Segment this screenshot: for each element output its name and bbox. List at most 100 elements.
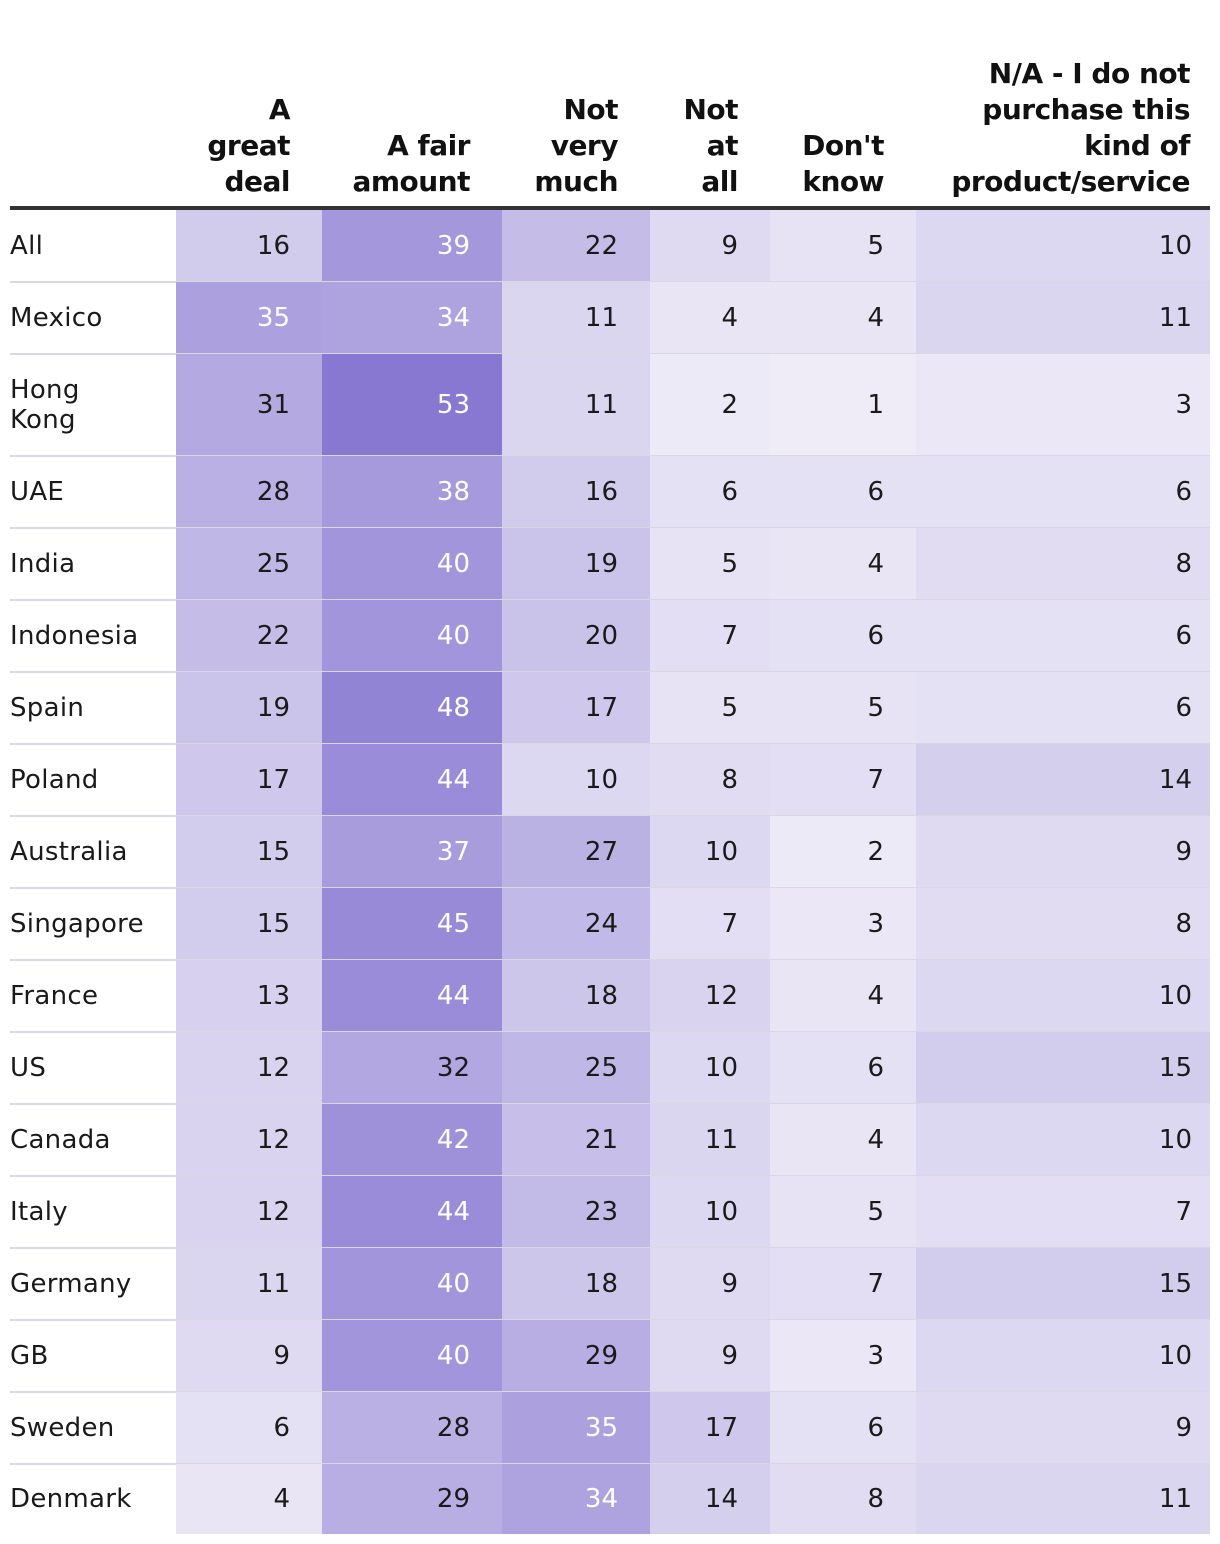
column-header-line: all [701,165,738,198]
cell-value: 15 [256,837,290,867]
heatmap-cell [650,816,770,888]
cell-value: 17 [584,693,618,723]
cell-value: 37 [436,837,470,867]
cell-value: 5 [867,231,884,261]
row-label: Hong Kong [10,375,80,435]
cell-value: 31 [256,390,290,420]
cell-value: 8 [721,765,738,795]
heatmap-cell [916,1320,1210,1392]
cell-value: 4 [273,1484,290,1514]
cell-value: 17 [704,1413,738,1443]
heatmap-cell [502,888,650,960]
cell-value: 10 [704,1197,738,1227]
cell-value: 3 [867,1341,884,1371]
row-label: UAE [10,477,65,507]
heatmap-cell [322,282,502,354]
heatmap-cell [502,1320,650,1392]
cell-value: 6 [1175,621,1192,651]
cell-value: 44 [436,981,470,1011]
cell-value: 11 [584,303,618,333]
cell-value: 6 [867,621,884,651]
heatmap-cell [650,354,770,456]
heatmap-cell [650,1320,770,1392]
cell-value: 27 [584,837,618,867]
cell-value: 28 [256,477,290,507]
cell-value: 5 [721,549,738,579]
cell-value: 29 [436,1484,470,1514]
heatmap-cell [650,888,770,960]
row-label: Canada [10,1125,111,1155]
column-header-line: Not [563,93,618,126]
cell-value: 23 [584,1197,618,1227]
column-header-line: very [550,129,619,162]
table-row-us: US 12 32 25 10 6 15 [10,1032,1210,1104]
heatmap-cell [916,960,1210,1032]
cell-value: 4 [867,303,884,333]
table-row-indonesia: Indonesia 22 40 20 7 6 6 [10,600,1210,672]
heatmap-cell [322,354,502,456]
cell-value: 34 [584,1484,618,1514]
cell-value: 19 [584,549,618,579]
cell-value: 7 [867,765,884,795]
heatmap-cell [650,672,770,744]
cell-value: 4 [867,1125,884,1155]
heatmap-cell [502,1248,650,1320]
row-label: Spain [10,693,85,723]
column-header-not-at-all: Not at all [650,92,738,200]
column-header-line: purchase this [982,93,1190,126]
heatmap-cell [770,744,916,816]
heatmap-cell [322,1464,502,1534]
cell-value: 11 [584,390,618,420]
row-label: All [10,231,44,261]
column-header-line: N/A - I do not [988,57,1191,90]
heatmap-cell [176,744,322,816]
heatmap-cell [770,456,916,528]
cell-value: 6 [1175,477,1192,507]
heatmap-cell [502,960,650,1032]
cell-value: 4 [867,549,884,579]
heatmap-cell [176,600,322,672]
row-label: Poland [10,765,99,795]
heatmap-cell [502,744,650,816]
table-row-mexico: Mexico 35 34 11 4 4 11 [10,282,1210,354]
cell-value: 28 [436,1413,470,1443]
heatmap-cell [916,282,1210,354]
heatmap-cell [176,1392,322,1464]
cell-value: 8 [1175,909,1192,939]
row-label: GB [10,1341,49,1371]
heatmap-cell [502,210,650,282]
heatmap-cell [770,960,916,1032]
cell-value: 22 [256,621,290,651]
heatmap-cell [770,1320,916,1392]
heatmap-cell [502,1032,650,1104]
heatmap-cell [176,1104,322,1176]
column-header-line: Don't [802,129,884,162]
cell-value: 19 [256,693,290,723]
table-row-uae: UAE 28 38 16 6 6 6 [10,456,1210,528]
cell-value: 2 [721,390,738,420]
cell-value: 40 [436,621,470,651]
heatmap-cell [650,210,770,282]
cell-value: 42 [436,1125,470,1155]
row-label: Denmark [10,1484,132,1514]
cell-value: 15 [1158,1053,1192,1083]
cell-value: 8 [867,1484,884,1514]
cell-value: 12 [256,1197,290,1227]
cell-value: 10 [1158,231,1192,261]
heatmap-cell [770,600,916,672]
column-header-line: know [802,165,884,198]
row-label: France [10,981,99,1011]
heatmap-cell [916,672,1210,744]
cell-value: 14 [1158,765,1192,795]
table-row-all: All 16 39 22 9 5 10 [10,210,1210,282]
heatmap-cell [650,960,770,1032]
cell-value: 11 [1158,1484,1192,1514]
cell-value: 5 [867,693,884,723]
heatmap-cell [176,1248,322,1320]
cell-value: 6 [721,477,738,507]
heatmap-cell [502,1464,650,1534]
cell-value: 17 [256,765,290,795]
heatmap-cell [650,744,770,816]
cell-value: 7 [721,621,738,651]
cell-value: 34 [436,303,470,333]
